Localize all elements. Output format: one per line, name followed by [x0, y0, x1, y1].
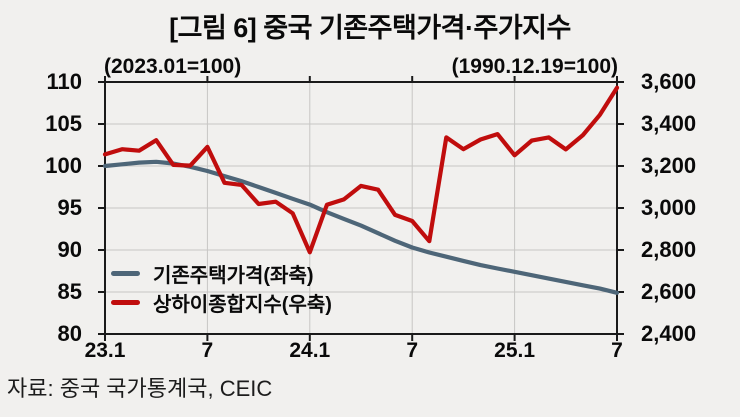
x-tick-label: 25.1 — [494, 339, 536, 362]
x-tick-label: 24.1 — [289, 339, 331, 362]
y-left-tick-label: 100 — [45, 153, 82, 178]
chart-title: [그림 6] 중국 기존주택가격·주가지수 — [169, 13, 571, 43]
right-axis-caption: (1990.12.19=100) — [451, 55, 618, 78]
y-left-tick-label: 105 — [45, 111, 82, 136]
source-note: 자료: 중국 국가통계국, CEIC — [7, 376, 273, 401]
y-left-tick-label: 95 — [57, 195, 82, 220]
left-axis-caption: (2023.01=100) — [104, 55, 242, 78]
x-tick-label: 7 — [201, 339, 214, 362]
home-price-line-swatch — [111, 271, 140, 276]
y-right-tick-label: 3,400 — [641, 111, 697, 136]
y-right-tick-label: 2,600 — [641, 279, 697, 304]
y-left-tick-label: 90 — [57, 237, 82, 262]
x-tick-label: 23.1 — [84, 339, 126, 362]
x-tick-label: 7 — [611, 339, 623, 362]
shanghai-index-line-swatch — [111, 300, 140, 305]
y-right-tick-label: 3,200 — [641, 153, 697, 178]
legend-label-home-price: 기존주택가격(좌축) — [153, 265, 314, 287]
x-tick-label: 7 — [406, 339, 419, 362]
legend: 기존주택가격(좌축) 상하이종합지수(우축) — [111, 259, 332, 317]
y-right-tick-label: 2,800 — [641, 237, 697, 262]
y-left-tick-label: 110 — [46, 69, 83, 94]
legend-item-home-price: 기존주택가격(좌축) — [111, 259, 332, 288]
legend-label-shanghai-index: 상하이종합지수(우축) — [153, 294, 332, 316]
y-left-tick-label: 85 — [57, 279, 82, 304]
y-left-tick-label: 80 — [57, 321, 82, 346]
y-right-tick-label: 3,000 — [641, 195, 697, 220]
legend-item-shanghai-index: 상하이종합지수(우축) — [111, 288, 332, 317]
y-right-tick-label: 3,600 — [641, 69, 697, 94]
y-right-tick-label: 2,400 — [641, 321, 697, 346]
shanghai-index-line — [102, 85, 620, 255]
